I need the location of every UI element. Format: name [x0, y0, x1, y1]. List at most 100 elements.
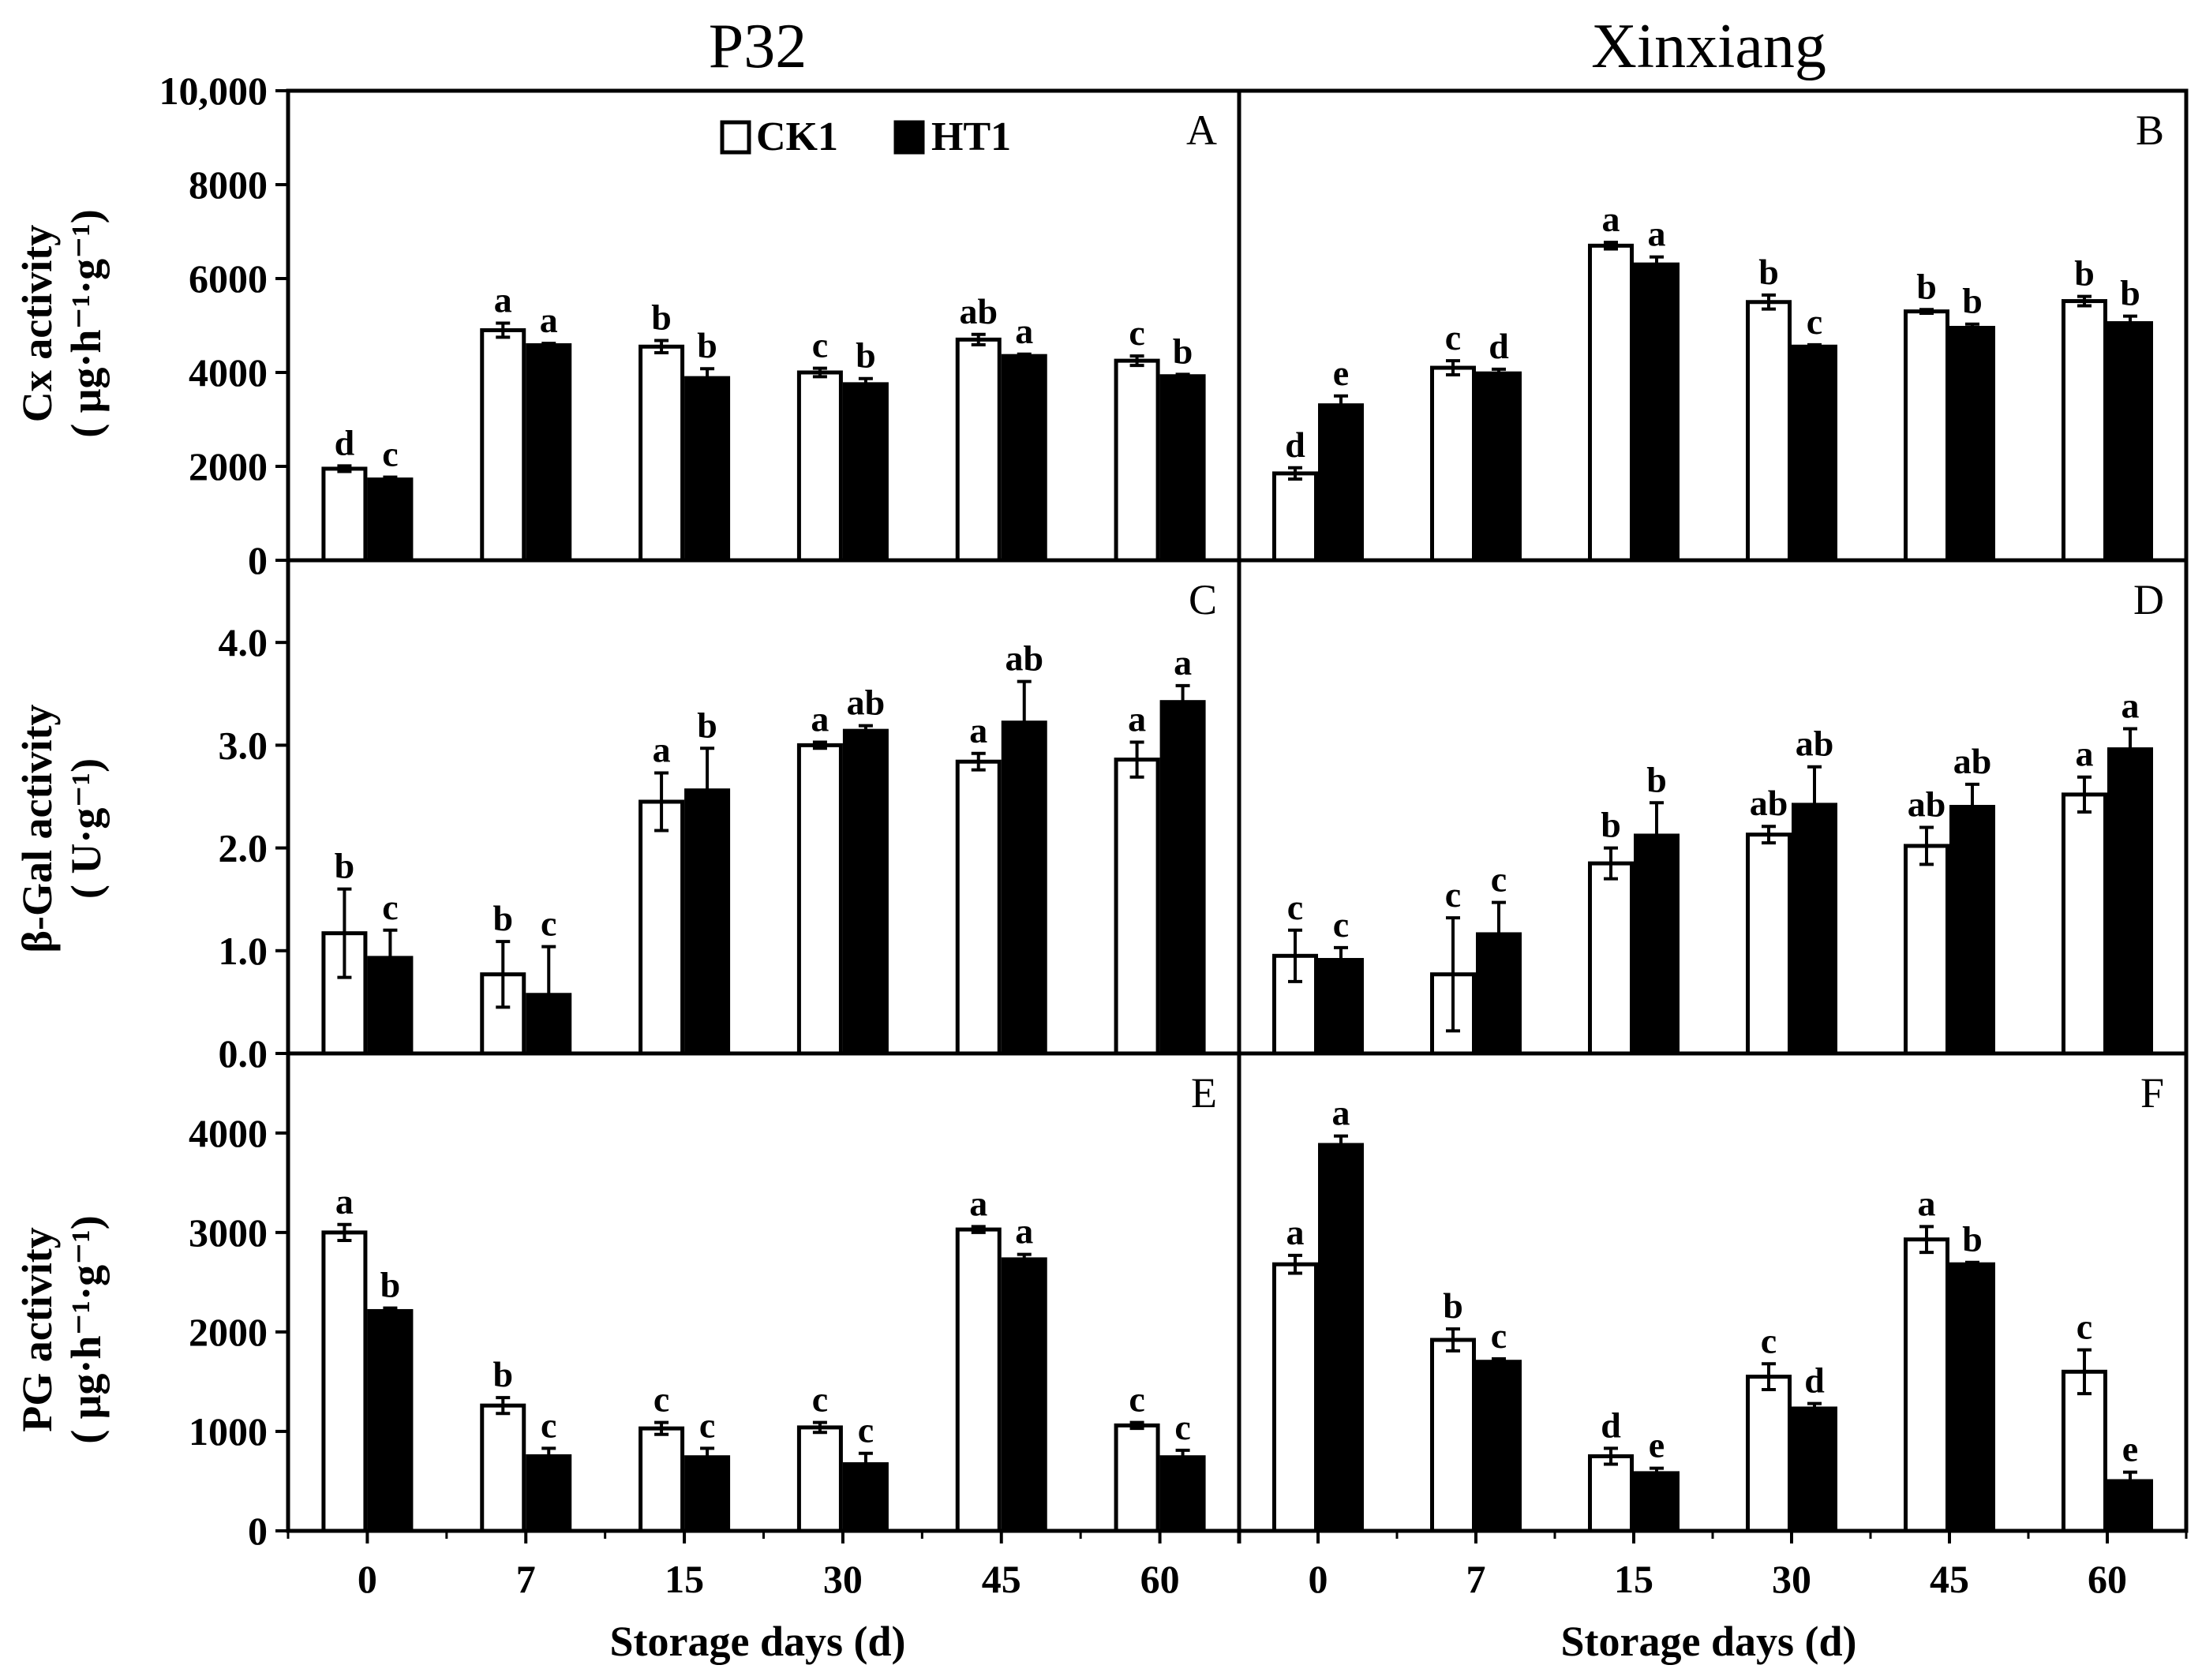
- significance-letter: a: [2076, 734, 2094, 774]
- bar-ht1: [1318, 403, 1364, 563]
- bar-ck1: [2062, 299, 2107, 563]
- bar-ht1: [1634, 262, 1680, 563]
- y-tick-label: 4000: [189, 1111, 268, 1155]
- y-tick-label: 4.0: [219, 620, 268, 664]
- legend: CK1 HT1: [720, 114, 1011, 159]
- bar-ht1: [1159, 374, 1206, 563]
- x-tick-label: 7: [1466, 1557, 1486, 1601]
- bar-ht1: [1001, 720, 1047, 1056]
- significance-letter: b: [1601, 805, 1621, 845]
- significance-letter: ab: [1953, 741, 1992, 781]
- significance-letter: c: [812, 325, 828, 365]
- significance-letter: c: [1445, 317, 1461, 357]
- significance-letter: a: [969, 1183, 987, 1223]
- significance-letter: e: [1649, 1425, 1665, 1465]
- y-label-cx-unit: ( μg·h⁻¹·g⁻¹): [62, 209, 110, 438]
- significance-letter: d: [335, 422, 355, 462]
- y-label-gal: β-Gal activity ( U·g⁻¹): [13, 705, 110, 953]
- significance-letter: ab: [1908, 784, 1946, 825]
- bar-ck1: [796, 370, 843, 563]
- y-tick-label: 0.0: [219, 1031, 268, 1076]
- significance-letter: c: [653, 1379, 669, 1420]
- significance-letter: b: [492, 898, 513, 938]
- bar-ht1: [1001, 354, 1047, 563]
- x-tick-label: 45: [982, 1557, 1021, 1601]
- y-tick-label: 0: [248, 538, 268, 582]
- significance-letter: c: [1491, 859, 1507, 900]
- bar-ck1: [796, 1425, 843, 1533]
- panel-letter: E: [1191, 1069, 1217, 1117]
- significance-letter: a: [540, 300, 558, 340]
- bar-ck1: [2062, 792, 2107, 1056]
- y-label-gal-unit: ( U·g⁻¹): [62, 758, 110, 899]
- significance-letter: a: [1015, 311, 1033, 351]
- panel-letter: C: [1189, 576, 1217, 623]
- bar-ht1: [1476, 371, 1522, 563]
- significance-letter: a: [1648, 214, 1666, 254]
- bar-ck1: [321, 466, 368, 563]
- bar-ht1: [842, 728, 889, 1056]
- significance-letter: ab: [1750, 783, 1788, 823]
- bar-ht1: [367, 477, 414, 563]
- x-tick-label: 45: [1930, 1557, 1969, 1601]
- bar-ck1: [321, 1230, 368, 1533]
- significance-letter: b: [2074, 253, 2095, 294]
- legend-label-ck1: CK1: [756, 114, 838, 159]
- bar-ck1: [955, 1227, 1002, 1533]
- significance-letter: c: [1129, 312, 1144, 353]
- x-tick-label: 30: [823, 1557, 863, 1601]
- x-axis-label-right: Storage days (d): [1561, 1618, 1857, 1665]
- bar-ck1: [639, 1426, 685, 1533]
- significance-letter: a: [1286, 1212, 1305, 1252]
- significance-letter: c: [382, 887, 398, 927]
- bar-ht1: [1159, 1455, 1206, 1533]
- bar-ht1: [526, 342, 572, 563]
- significance-letter: b: [697, 325, 717, 365]
- significance-letter: a: [653, 730, 671, 770]
- significance-letter: a: [969, 710, 987, 750]
- bar-ck1: [1588, 861, 1634, 1056]
- y-tick-label: 2000: [189, 1310, 268, 1354]
- bar-ck1: [1430, 365, 1476, 563]
- significance-letter: b: [1916, 266, 1937, 306]
- significance-letter: b: [1646, 759, 1667, 799]
- significance-letter: b: [856, 335, 876, 376]
- bar-ck1: [480, 327, 526, 563]
- significance-letter: a: [811, 698, 829, 739]
- significance-letter: a: [1015, 1211, 1033, 1252]
- significance-letter: ab: [959, 291, 998, 331]
- significance-letter: b: [1173, 331, 1193, 371]
- significance-letter: b: [1443, 1285, 1463, 1326]
- x-tick-label: 0: [358, 1557, 377, 1601]
- significance-letter: c: [1333, 904, 1349, 945]
- bar-ht1: [1159, 700, 1206, 1056]
- bar-ht1: [1792, 344, 1837, 563]
- bar-ht1: [1949, 325, 1995, 563]
- x-tick-label: 0: [1309, 1557, 1328, 1601]
- significance-letter: c: [1174, 1407, 1190, 1447]
- bar-ht1: [1318, 958, 1364, 1056]
- bar-ck1: [1114, 358, 1160, 563]
- significance-letter: b: [2120, 273, 2140, 313]
- y-tick-label: 1.0: [219, 929, 268, 973]
- bar-ht1: [1318, 1143, 1364, 1533]
- bar-ck1: [639, 799, 685, 1056]
- significance-letter: a: [1174, 642, 1192, 683]
- significance-letter: ab: [847, 683, 886, 723]
- y-label-pg-unit: ( μg·h⁻¹·g⁻¹): [62, 1215, 110, 1444]
- significance-letter: d: [1601, 1405, 1621, 1445]
- significance-letter: a: [494, 280, 512, 320]
- significance-letter: b: [492, 1354, 513, 1394]
- bar-ck1: [480, 1403, 526, 1533]
- plot-area: d caa bb c bab a c b0200040006000800010,000Adec…: [159, 69, 2189, 1601]
- significance-letter: c: [382, 434, 398, 474]
- significance-letter: a: [2121, 686, 2140, 726]
- significance-letter: ab: [1796, 724, 1834, 764]
- significance-letter: a: [1918, 1183, 1936, 1223]
- bar-ck1: [1588, 243, 1634, 563]
- bar-ck1: [1746, 833, 1792, 1056]
- bar-ck1: [1114, 758, 1160, 1056]
- y-label-gal-main: β-Gal activity: [13, 705, 61, 953]
- x-axis-label-left: Storage days (d): [610, 1618, 906, 1665]
